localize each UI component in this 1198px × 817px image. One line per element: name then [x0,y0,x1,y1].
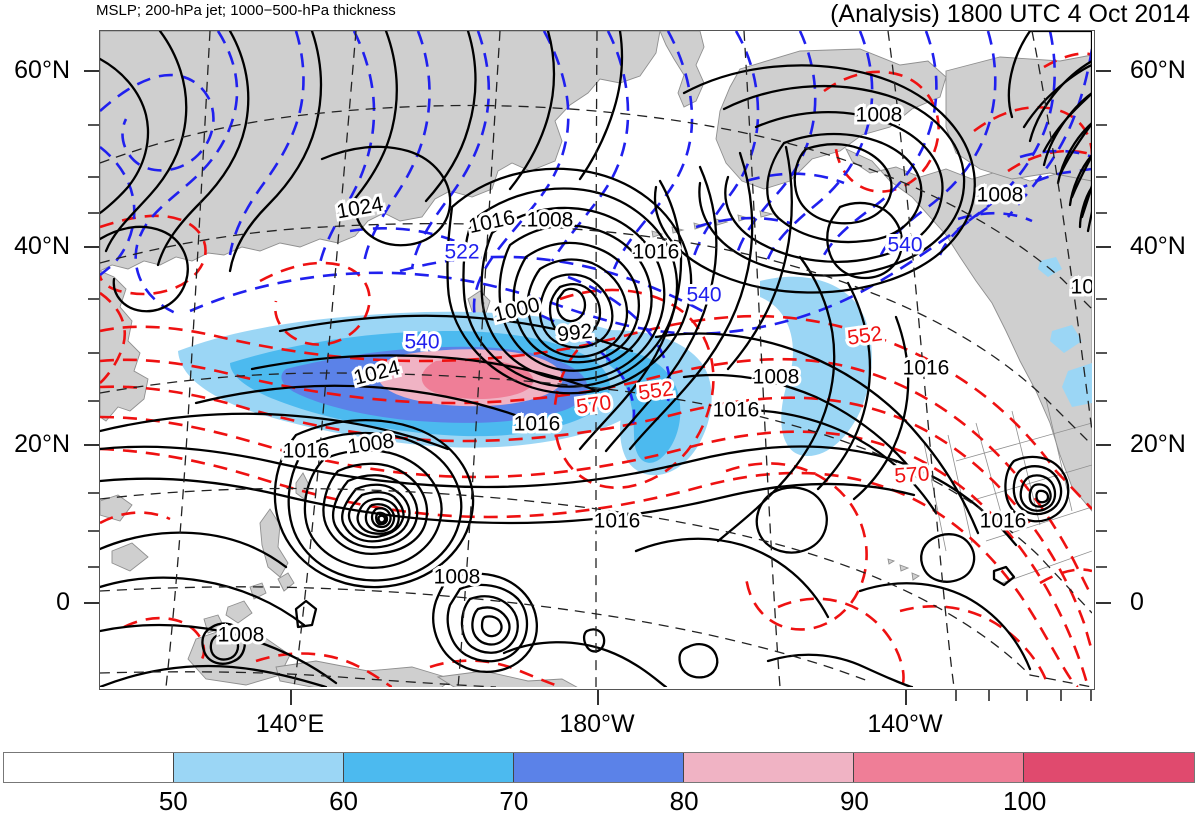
lat-label-left-20n: 20°N [14,430,70,458]
contour-label: 540 [686,284,721,307]
contour-label-halo: 1008 [434,566,481,589]
political-borders [923,398,1092,584]
colorbar-segment-5 [854,753,1024,782]
colorbar-tick-70: 70 [499,786,529,816]
lat-label-left-40n: 40°N [14,232,70,260]
contour-label-halo: 1016 [633,241,680,264]
contour-label-halo: 1016 [903,357,950,380]
colorbar-tick-50: 50 [158,786,188,816]
contour-label: 1016 [594,510,641,533]
contour-label-halo: 540 [887,234,922,257]
lat-label-right-40n: 40°N [1130,232,1186,260]
lon-label-140e: 140°E [255,710,325,738]
colorbar-tick-80: 80 [669,786,699,816]
contour-label: 1016 [980,510,1027,533]
contour-label-halo: 1008 [977,184,1024,207]
contour-label: 552 [637,377,675,405]
contour-label: 1016 [633,241,680,264]
colorbar-tick-100: 100 [1003,786,1047,816]
colorbar-segment-3 [514,753,684,782]
lat-label-left-0: 0 [56,588,70,616]
colorbar-segment-4 [684,753,854,782]
contour-label-halo: 1016 [1071,276,1092,299]
contour-label: 570 [575,391,613,419]
graticule [100,31,1092,687]
contour-label: 1008 [218,624,265,647]
contour-label-halo: 1016 [594,510,641,533]
contour-label: 552 [846,322,884,350]
contour-label-halo: 1016 [283,440,330,463]
contour-label: 1016 [283,440,330,463]
contour-label: 522 [444,241,479,264]
contour-label: 570 [894,462,931,487]
colorbar-tick-90: 90 [839,786,869,816]
contour-label: 1008 [856,104,903,127]
contour-label-halo: 522 [444,241,479,264]
lat-label-right-60n: 60°N [1130,56,1186,84]
contour-label: 1016 [713,399,760,422]
contour-label: 1016 [903,357,950,380]
colorbar-segment-2 [344,753,514,782]
contour-label-halo: 1016 [514,413,561,436]
contour-label-halo: 570 [894,462,931,487]
contour-label: 1016 [467,206,517,238]
colorbar-segment-0 [4,753,174,782]
contour-label-halo: 1016 [980,510,1027,533]
contour-label: 1008 [977,184,1024,207]
contour-label-halo: 1008 [753,366,800,389]
lon-label-180w: 180°W [559,710,635,738]
contour-label: 1016 [1071,276,1092,299]
contour-label: 1016 [514,413,561,436]
contour-label: 540 [887,234,922,257]
map-panel: 1024 1024 1016 1016 1008 1008 1016 1016 1008 1008… [99,30,1095,690]
colorbar-tick-60: 60 [329,786,359,816]
contour-label-halo: 540 [686,284,721,307]
contour-label-halo: 1016 [713,399,760,422]
contour-label: 1008 [434,566,481,589]
lat-label-left-60n: 60°N [14,56,70,84]
lat-label-right-0: 0 [1130,588,1144,616]
colorbar-segment-1 [174,753,344,782]
contour-label: 1008 [527,209,574,232]
contour-label-halo: 1008 [218,624,265,647]
lat-label-right-20n: 20°N [1130,430,1186,458]
colorbar-segment-6 [1024,753,1194,782]
contour-label: 992 [556,320,593,347]
figure-title-right: (Analysis) 1800 UTC 4 Oct 2014 [830,0,1190,28]
colorbar[interactable] [3,752,1195,783]
contour-label-halo: 540 [404,331,439,354]
contour-label: 1008 [753,366,800,389]
contour-label-halo: 1008 [856,104,903,127]
figure-title-left: MSLP; 200-hPa jet; 1000−500-hPa thicknes… [96,2,396,19]
contour-label-halo: 570 [575,391,613,419]
contour-label-halo: 1008 [527,209,574,232]
contour-label: 540 [404,331,439,354]
lon-label-140w: 140°W [867,710,943,738]
